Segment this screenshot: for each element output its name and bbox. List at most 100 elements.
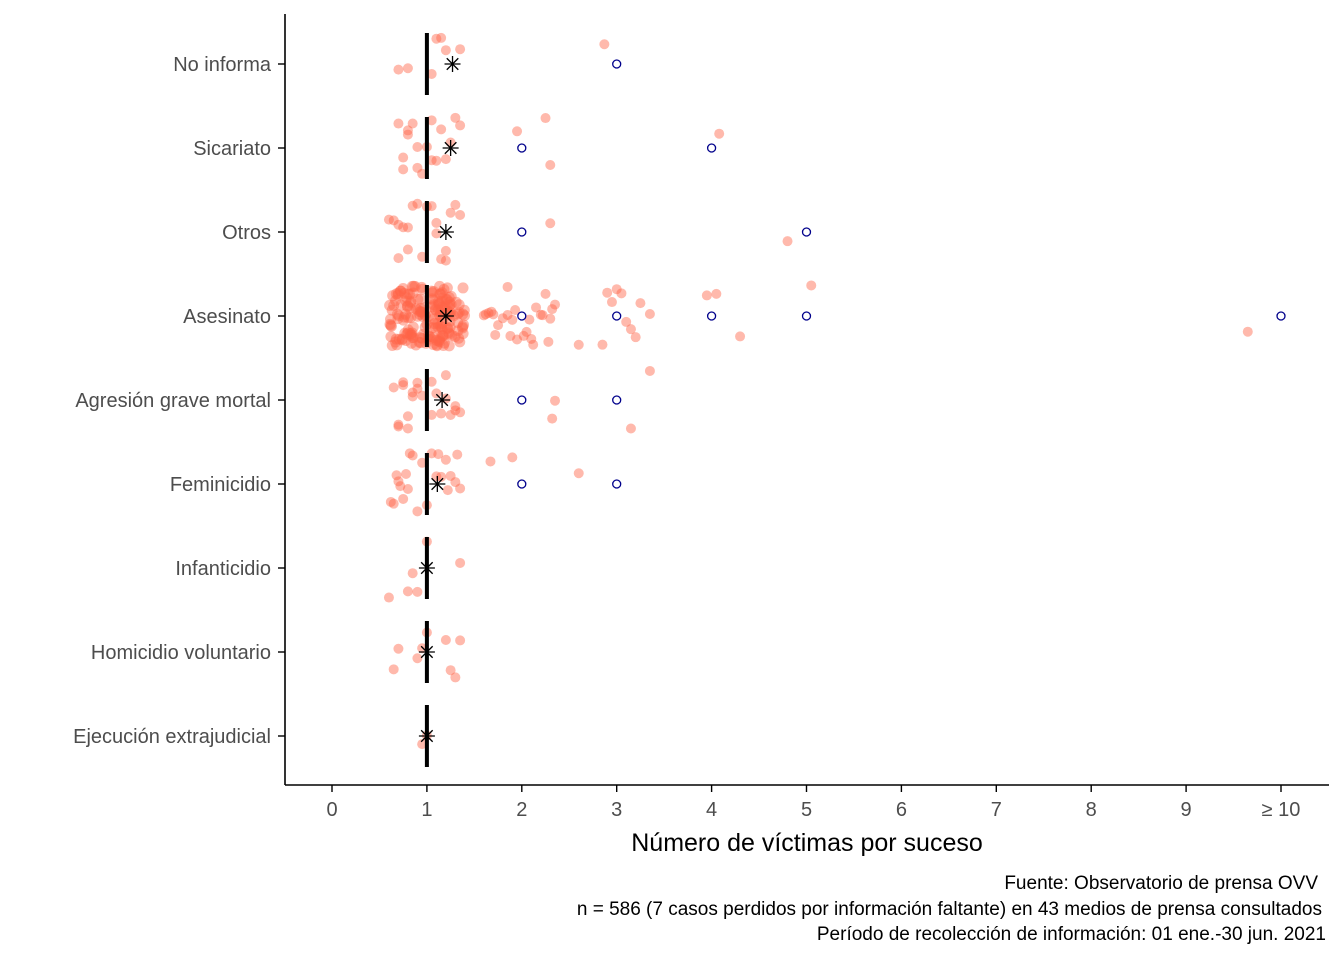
data-point: [450, 401, 461, 412]
data-point: [507, 314, 518, 325]
mean-marker: [418, 560, 435, 576]
data-point: [440, 454, 451, 465]
data-point: [407, 321, 419, 333]
data-point: [393, 118, 404, 129]
data-point: [431, 317, 443, 329]
mean-marker: [429, 476, 446, 492]
data-point: [439, 300, 451, 312]
data-point: [412, 162, 423, 173]
data-point: [412, 142, 423, 153]
data-point: [453, 332, 465, 344]
data-point: [502, 310, 513, 321]
mean-marker: [418, 728, 435, 744]
data-point: [393, 333, 405, 345]
data-point: [392, 289, 404, 301]
data-point: [388, 664, 399, 675]
data-point: [386, 304, 398, 316]
data-point: [426, 293, 438, 305]
data-point: [432, 304, 444, 316]
data-point: [450, 199, 461, 210]
data-point: [402, 244, 413, 255]
data-point: [410, 339, 422, 351]
data-point: [398, 152, 409, 163]
data-point: [602, 287, 613, 298]
data-point: [450, 477, 461, 488]
data-point: [417, 643, 428, 654]
data-point: [457, 282, 469, 294]
data-point: [429, 303, 441, 315]
data-point: [398, 493, 409, 504]
data-point: [417, 739, 428, 750]
data-point: [384, 299, 396, 311]
data-point: [402, 125, 413, 136]
data-point: [446, 329, 458, 341]
data-point: [452, 325, 464, 337]
data-point: [436, 408, 447, 419]
x-tick-label: ≥ 10: [1262, 799, 1301, 821]
distinct-value-marker: [706, 143, 717, 153]
data-point: [398, 311, 410, 323]
data-point: [426, 287, 438, 299]
data-point: [442, 322, 454, 334]
x-tick-label: 3: [611, 799, 622, 821]
data-point: [400, 335, 412, 347]
data-point: [402, 586, 413, 597]
data-point: [535, 309, 546, 320]
data-point: [409, 280, 421, 292]
data-point: [401, 292, 413, 304]
x-axis-title: Número de víctimas por suceso: [631, 829, 983, 857]
data-point: [398, 287, 410, 299]
data-point: [431, 339, 443, 351]
data-point: [442, 305, 454, 317]
data-point: [417, 457, 428, 468]
distinct-value-marker: [612, 59, 622, 69]
x-tick-label: 0: [326, 799, 337, 821]
data-point: [393, 64, 404, 75]
data-point: [435, 320, 447, 332]
data-point: [397, 314, 409, 326]
mean-marker-stroke: [431, 477, 444, 491]
data-point: [478, 310, 489, 321]
mean-marker-stroke: [420, 645, 434, 659]
y-tick-label: Infanticidio: [175, 558, 271, 580]
data-point: [438, 330, 450, 342]
mean-marker: [418, 644, 435, 660]
data-point: [388, 498, 399, 509]
data-point: [406, 280, 418, 292]
mean-marker: [437, 224, 454, 240]
data-point: [440, 45, 451, 56]
data-point: [455, 483, 466, 494]
data-point: [432, 296, 444, 308]
x-tick-label: 7: [991, 799, 1002, 821]
data-point: [599, 39, 610, 50]
data-point: [415, 293, 427, 305]
data-point: [445, 290, 457, 302]
caption-period: Período de recolección de información: 0…: [817, 924, 1326, 945]
data-point: [455, 120, 466, 131]
data-point: [545, 313, 556, 324]
data-point: [452, 308, 464, 320]
data-point: [428, 286, 440, 298]
data-point: [408, 280, 420, 292]
data-point: [434, 280, 446, 292]
distinct-value-marker: [706, 311, 717, 321]
data-point: [430, 334, 442, 346]
data-point: [426, 376, 437, 387]
data-point: [711, 288, 722, 299]
data-point: [452, 449, 463, 460]
mean-marker-stroke: [444, 141, 457, 155]
data-point: [436, 301, 448, 313]
data-point: [412, 377, 423, 388]
data-point: [444, 296, 456, 308]
data-point: [441, 294, 453, 306]
distinct-value-marker: [517, 395, 527, 405]
data-point: [435, 304, 447, 316]
data-point: [782, 236, 793, 247]
data-point: [438, 283, 450, 295]
data-point: [436, 295, 448, 307]
data-point: [398, 380, 409, 391]
data-point: [444, 299, 456, 311]
data-point: [445, 665, 456, 676]
data-point: [597, 339, 608, 350]
data-point: [455, 407, 466, 418]
